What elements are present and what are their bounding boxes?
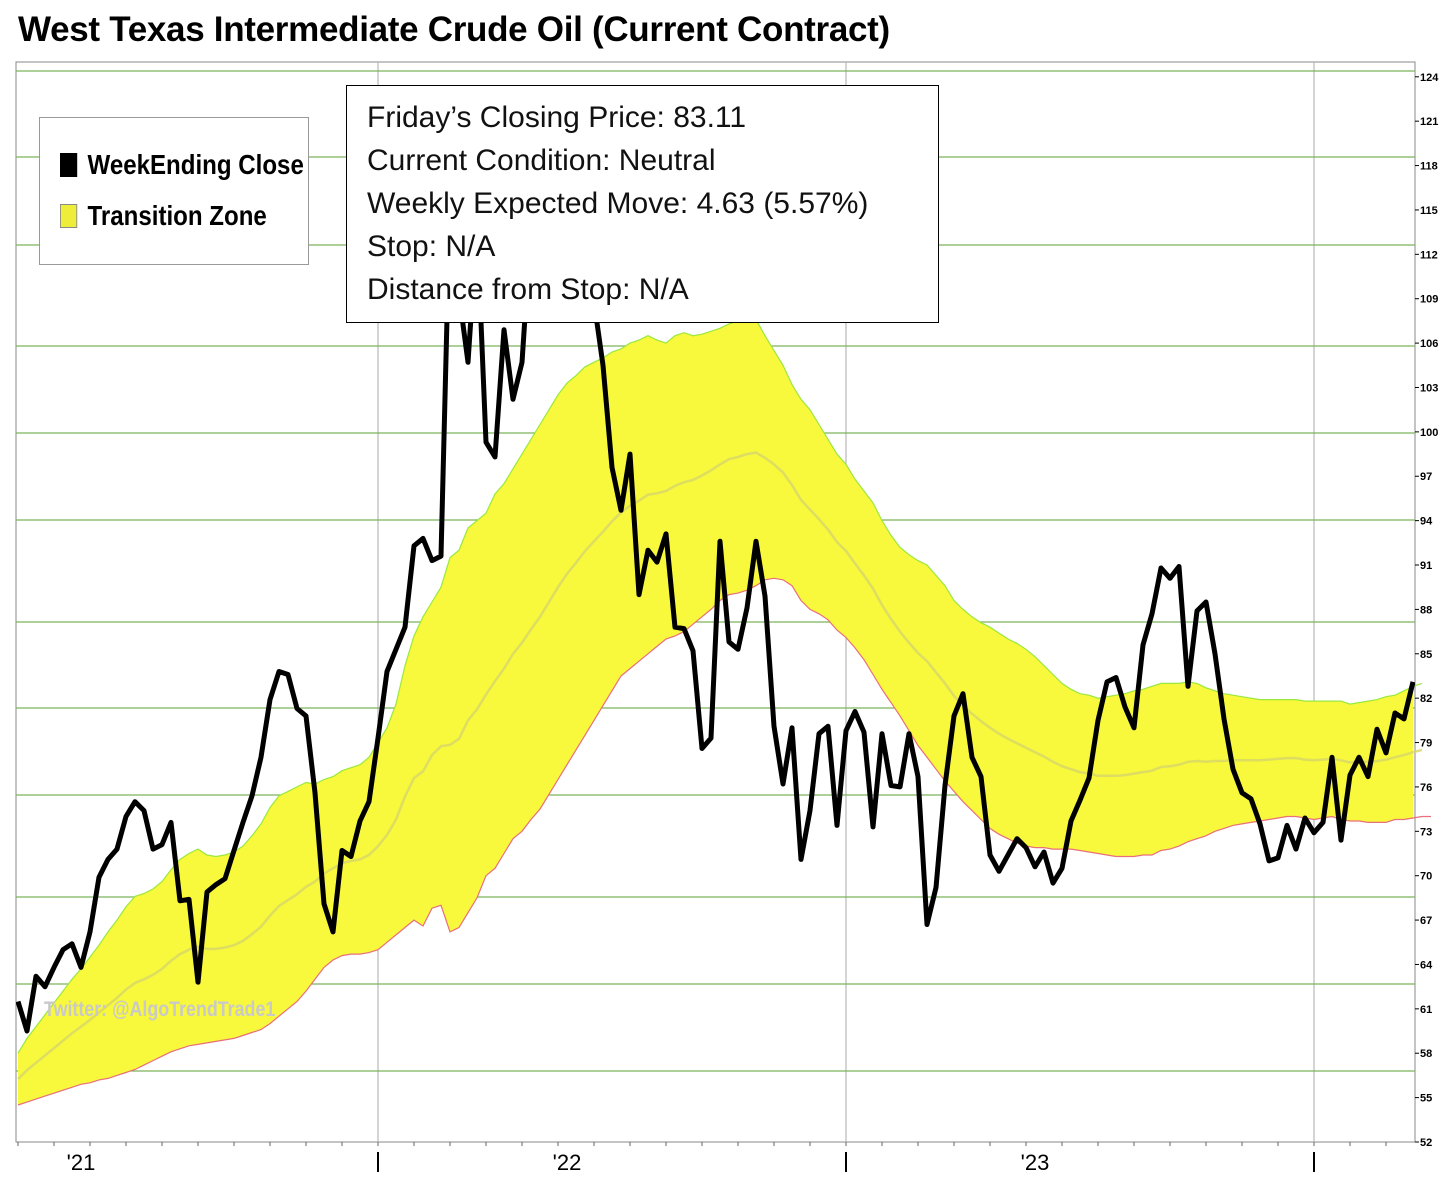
y-tick-label: 85 (1420, 649, 1432, 661)
transition-zone-mid-line (17, 451, 1423, 1080)
legend-label-zone: Transition Zone (87, 200, 267, 231)
y-tick-label: 100 (1420, 427, 1438, 439)
y-tick-label: 73 (1420, 826, 1432, 838)
legend-label-close: WeekEnding Close (87, 149, 304, 180)
y-tick-label: 121 (1420, 116, 1438, 128)
legend-item-zone: Transition Zone (60, 200, 267, 232)
transition-zone-area (18, 317, 1413, 1105)
legend-item-close: WeekEnding Close (60, 149, 304, 181)
y-tick-label: 61 (1420, 1004, 1432, 1016)
info-condition: Current Condition: Neutral (367, 144, 716, 177)
legend-swatch-close (60, 153, 78, 177)
y-tick-label: 79 (1420, 738, 1432, 750)
y-tick-label: 109 (1420, 294, 1438, 306)
weekending-close-line (16, 118, 1415, 1034)
info-closing-price: Friday’s Closing Price: 83.11 (367, 101, 747, 134)
y-tick-label: 118 (1420, 161, 1438, 173)
y-tick-label: 52 (1420, 1137, 1432, 1149)
y-tick-label: 94 (1420, 516, 1433, 528)
y-tick-label: 97 (1420, 471, 1432, 483)
y-tick-label: 115 (1420, 205, 1438, 217)
watermark: Twitter: @AlgoTrendTrade1 (44, 998, 276, 1021)
y-tick-label: 91 (1420, 560, 1432, 572)
info-expected-move: Weekly Expected Move: 4.63 (5.57%) (367, 187, 869, 220)
legend-swatch-zone (60, 204, 78, 228)
x-tick-label: '23 (1021, 1150, 1050, 1175)
info-stop: Stop: N/A (367, 230, 496, 263)
info-distance: Distance from Stop: N/A (367, 273, 689, 306)
y-tick-label: 58 (1420, 1048, 1432, 1060)
y-tick-label: 103 (1420, 383, 1438, 395)
y-tick-label: 64 (1420, 960, 1433, 972)
x-tick-label: '21 (67, 1150, 96, 1175)
y-tick-label: 76 (1420, 782, 1432, 794)
y-tick-label: 70 (1420, 871, 1432, 883)
chart-title: West Texas Intermediate Crude Oil (Curre… (18, 10, 890, 49)
x-tick-label: '22 (553, 1150, 582, 1175)
y-tick-label: 88 (1420, 604, 1432, 616)
y-tick-label: 124 (1420, 72, 1439, 84)
y-tick-label: 106 (1420, 338, 1438, 350)
y-tick-label: 112 (1420, 249, 1438, 261)
y-tick-label: 82 (1420, 693, 1432, 705)
info-box: Friday’s Closing Price: 83.11 Current Co… (346, 85, 939, 323)
y-tick-label: 67 (1420, 915, 1432, 927)
legend: WeekEnding Close Transition Zone (39, 117, 309, 265)
y-tick-label: 55 (1420, 1093, 1432, 1105)
